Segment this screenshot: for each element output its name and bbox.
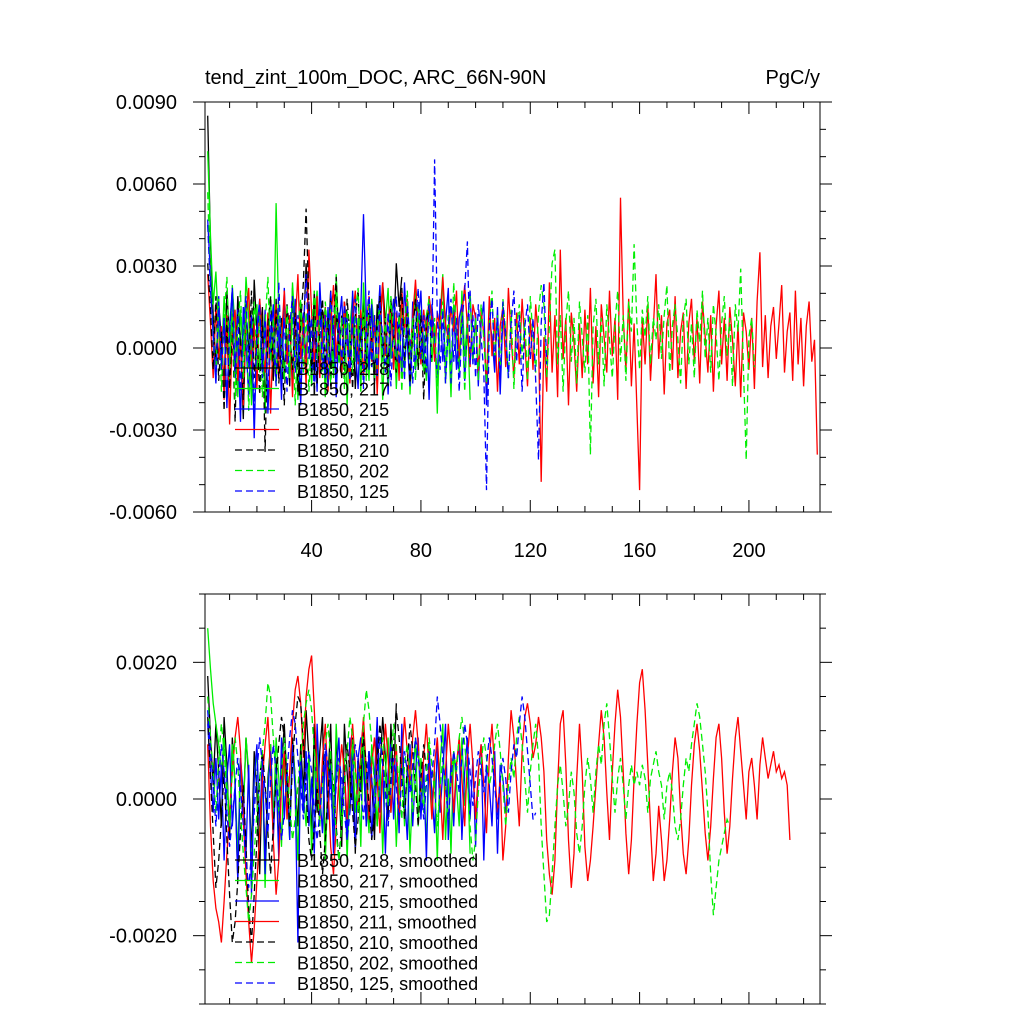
legend-label: B1850, 215 [297,400,389,420]
series-line-top-3 [207,197,818,491]
y-tick-label: -0.0030 [109,420,177,442]
series-line-bot-5 [207,682,731,923]
legend-label: B1850, 202, smoothed [297,954,478,974]
chart-title: tend_zint_100m_DOC, ARC_66N-90N [205,67,546,89]
legend-label: B1850, 217, smoothed [297,872,478,892]
y-tick-label: 0.0090 [116,92,177,114]
top-panel: tend_zint_100m_DOC, ARC_66N-90N PgC/y 40… [109,67,832,562]
bottom-plot-frame [204,593,821,1005]
units-label: PgC/y [766,67,820,89]
top-axis-ticks: 40 80 120 160 200 -0.0060 -0.0030 0.0000 0.0030 0… [109,92,832,562]
legend-label: B1850, 210, smoothed [297,933,478,953]
x-tick-label: 200 [732,540,765,562]
x-tick-label: 40 [300,540,322,562]
legend-label: B1850, 217 [297,380,389,400]
bottom-panel: -0.0020 0.0000 0.0020 B1850, 218, smoothed… [109,593,832,1005]
legend-label: B1850, 211 [297,421,388,441]
top-plot-frame [204,101,821,513]
legend-label: B1850, 125, smoothed [297,974,478,994]
legend-label: B1850, 202 [297,462,389,482]
x-tick-label: 160 [623,540,656,562]
legend-label: B1850, 210 [297,441,389,461]
x-tick-label: 80 [410,540,432,562]
legend-label: B1850, 215, smoothed [297,892,478,912]
y-tick-label: 0.0030 [116,256,177,278]
y-tick-label: 0.0060 [116,174,177,196]
y-tick-label: -0.0060 [109,502,177,524]
series-line-top-6 [207,159,548,491]
y-tick-label: 0.0020 [116,652,177,674]
series-line-bot-3 [207,655,791,964]
series-line-bot-6 [207,696,537,888]
x-tick-label: 120 [514,540,547,562]
bottom-series-group [207,628,791,964]
bottom-axis-ticks: -0.0020 0.0000 0.0020 [109,593,832,1005]
legend-label: B1850, 125 [297,482,389,502]
y-tick-label: -0.0020 [109,926,177,948]
y-tick-label: 0.0000 [116,338,177,360]
top-series-group [207,115,818,491]
legend-label: B1850, 218 [297,359,389,379]
y-tick-label: 0.0000 [116,789,177,811]
legend-label: B1850, 211, smoothed [297,913,477,933]
series-line-top-5 [207,192,756,461]
legend-label: B1850, 218, smoothed [297,851,478,871]
